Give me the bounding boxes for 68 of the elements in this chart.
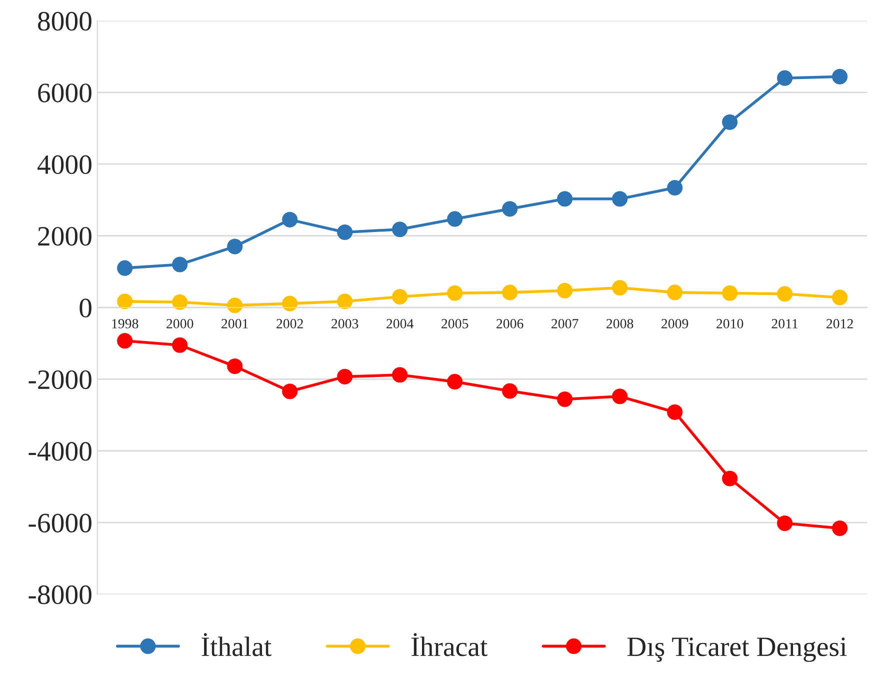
x-tick-label: 2000 <box>166 319 194 328</box>
point <box>667 404 683 420</box>
point <box>227 238 243 254</box>
y-tick-label: 0 <box>80 298 92 318</box>
legend-label: Dış Ticaret Dengesi <box>627 638 847 662</box>
point <box>667 180 683 196</box>
x-tick-label: 2010 <box>716 319 744 328</box>
y-tick-label: -8000 <box>28 585 92 604</box>
point <box>392 367 408 383</box>
legend-label: İthalat <box>202 633 272 656</box>
x-tick-label: 2005 <box>442 319 468 328</box>
point <box>392 222 408 238</box>
y-tick-label: -6000 <box>28 514 92 532</box>
point <box>502 383 518 399</box>
point <box>282 212 298 228</box>
point <box>777 516 793 532</box>
point <box>337 368 353 384</box>
point <box>392 288 408 305</box>
point <box>557 191 573 207</box>
point <box>117 294 133 310</box>
point <box>117 333 133 349</box>
point <box>227 358 243 374</box>
x-tick-label: 2009 <box>662 319 688 328</box>
point <box>282 296 298 312</box>
point <box>172 294 188 310</box>
point <box>447 211 463 227</box>
point <box>557 391 573 408</box>
y-tick-label: 6000 <box>38 84 92 102</box>
point <box>722 470 738 486</box>
point <box>337 224 353 240</box>
x-tick-label: 1998 <box>112 319 138 328</box>
point <box>557 282 573 298</box>
point <box>227 298 243 314</box>
point <box>172 256 188 272</box>
point <box>832 68 848 84</box>
point <box>117 260 133 276</box>
legend-label: İhracat <box>412 633 488 656</box>
x-tick-label: 2007 <box>552 319 578 328</box>
x-tick-label: 2006 <box>496 319 524 328</box>
point <box>282 384 298 400</box>
x-tick-label: 2012 <box>826 319 853 328</box>
point <box>777 286 793 302</box>
point <box>502 201 518 217</box>
point <box>612 388 628 404</box>
y-tick-label: 8000 <box>38 12 92 31</box>
point <box>667 284 683 300</box>
point <box>722 114 738 130</box>
x-tick-label: 2011 <box>772 319 798 328</box>
x-tick-label: 2008 <box>606 319 634 328</box>
y-tick-label: 4000 <box>37 155 92 174</box>
point <box>832 520 848 536</box>
point <box>172 337 188 353</box>
point <box>337 294 353 310</box>
y-tick-label: -2000 <box>28 370 92 390</box>
y-tick-label: -4000 <box>28 442 92 461</box>
y-tick-label: 2000 <box>38 226 92 246</box>
point <box>777 70 793 86</box>
point <box>502 284 518 300</box>
point <box>612 191 628 207</box>
point <box>832 290 848 306</box>
x-tick-label: 2003 <box>332 319 358 328</box>
x-tick-label: 2004 <box>386 319 414 328</box>
x-tick-label: 2001 <box>222 319 248 328</box>
x-tick-label: 2002 <box>276 319 303 328</box>
point <box>612 280 628 296</box>
point <box>447 374 463 390</box>
point <box>447 285 463 301</box>
point <box>722 285 738 301</box>
